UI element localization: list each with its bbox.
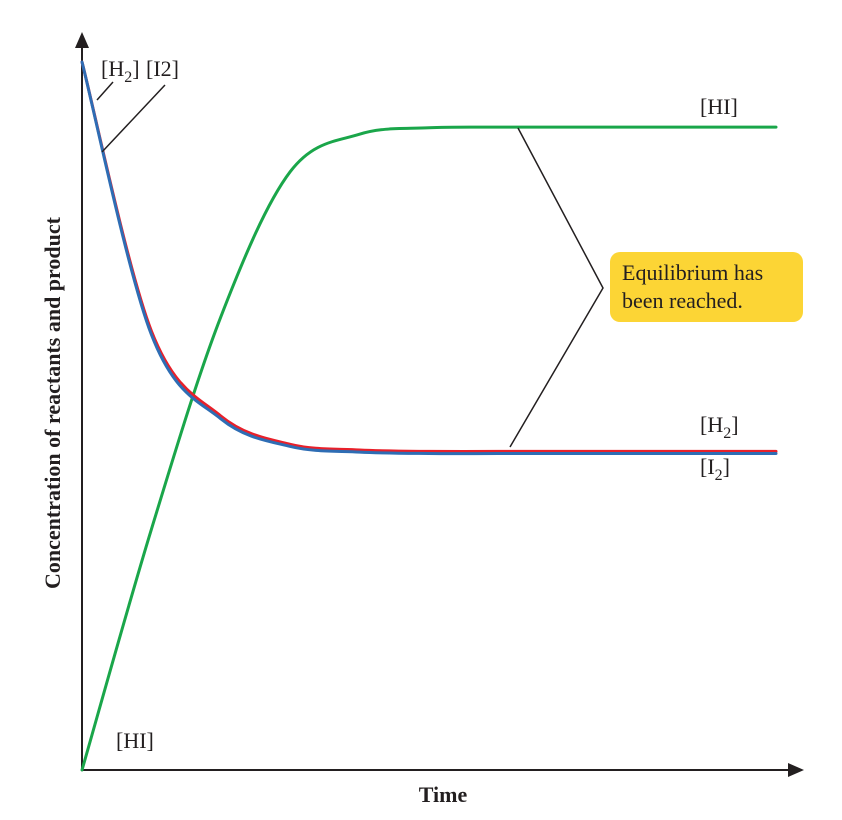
- x-axis-title: Time: [419, 782, 468, 807]
- label-i2-top: [I2]: [146, 56, 179, 81]
- equilibrium-bracket: [509, 127, 604, 448]
- leader-i2-top: [101, 84, 166, 153]
- label-h2-right: [H2]: [700, 412, 739, 442]
- series-layer: [80, 60, 778, 772]
- equilibrium-callout-line2: been reached.: [622, 288, 743, 313]
- series-line-i2: [80, 60, 778, 456]
- x-axis-arrow-icon: [788, 763, 804, 777]
- leader-h2-top: [96, 81, 114, 101]
- label-i2-right: [I2]: [700, 454, 730, 484]
- series-line-hi: [80, 125, 778, 772]
- label-hi-top: [HI]: [700, 94, 738, 119]
- label-h2-top: [H2]: [101, 56, 140, 86]
- y-axis-arrow-icon: [75, 32, 89, 48]
- y-axis-title: Concentration of reactants and product: [40, 216, 65, 589]
- equilibrium-callout-line1: Equilibrium has: [622, 260, 763, 285]
- label-hi-bottom: [HI]: [116, 728, 154, 753]
- equilibrium-callout-box: [610, 252, 803, 322]
